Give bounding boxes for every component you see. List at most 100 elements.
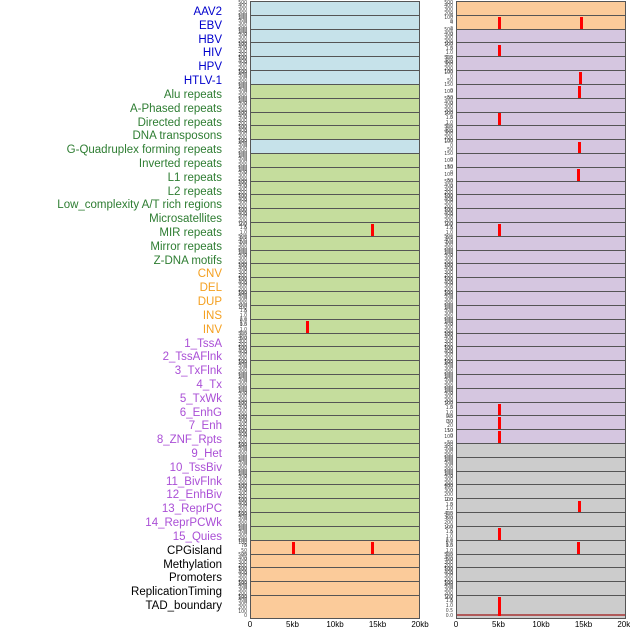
y-axis-tick-label: 0 — [450, 433, 453, 439]
track-label: 8_ZNF_Rpts — [156, 434, 222, 447]
y-axis-tick-label: 300 — [238, 298, 247, 304]
data-bar[interactable] — [578, 85, 582, 105]
y-axis-tick-label: 300 — [444, 201, 453, 207]
y-axis-tick-label: 300 — [238, 560, 247, 566]
y-axis-tick-label: 0 — [450, 461, 453, 467]
y-axis-tick-label: 1.0 — [445, 51, 453, 57]
y-axis-tick-label: 500 — [238, 331, 247, 338]
y-axis-tick-label: 100 — [238, 374, 247, 380]
y-axis-tick-label: 0 — [244, 74, 247, 80]
y-axis-tick-label: 500 — [238, 470, 247, 476]
y-axis-tick-label: 500 — [238, 483, 247, 490]
y-axis-tick-label: 25 — [241, 553, 247, 559]
y-axis-tick-label: 400 — [238, 73, 247, 79]
y-axis-tick-label: 0 — [450, 571, 453, 578]
data-bar[interactable] — [497, 224, 501, 244]
y-axis-tick-label: 20 — [447, 424, 453, 430]
data-bar[interactable] — [577, 541, 581, 561]
y-axis-tick-label: 100 — [238, 250, 247, 256]
y-axis-tick-label: 400 — [238, 17, 247, 24]
y-axis-tick-label: 500 — [238, 207, 247, 213]
data-bar[interactable] — [497, 597, 501, 616]
y-axis-tick-label: 100 — [444, 138, 453, 144]
track-plot-left[interactable] — [250, 595, 420, 619]
y-axis-tick-label: 0 — [450, 185, 453, 191]
y-axis-tick-label: 0 — [450, 254, 453, 260]
track-label: 4_Tx — [196, 378, 222, 391]
y-axis-tick-label: 100 — [238, 526, 247, 532]
data-bar[interactable] — [497, 403, 501, 423]
y-axis-tick-label: 200 — [238, 426, 247, 432]
data-bar[interactable] — [497, 417, 501, 437]
y-axis-tick-label: 200 — [238, 343, 247, 349]
data-bar[interactable] — [371, 224, 375, 244]
y-axis-tick-label: 400 — [238, 598, 247, 604]
y-axis-tick-label: 50 — [447, 164, 453, 171]
y-axis-tick-label: 300 — [238, 574, 247, 580]
y-axis-tick-label: 0 — [244, 129, 247, 136]
track-label: AAV2 — [193, 6, 222, 18]
y-axis-tick-label: 100 — [444, 43, 453, 49]
data-bar[interactable] — [498, 16, 502, 36]
y-axis-tick-label: 150 — [444, 166, 453, 172]
data-bar[interactable] — [497, 113, 501, 133]
y-axis-tick-label: 500 — [444, 207, 453, 213]
data-bar[interactable] — [578, 500, 582, 520]
y-axis-tick-label: 150 — [444, 152, 453, 158]
y-axis-tick-label: 100 — [444, 457, 453, 463]
y-axis-tick-label: 200 — [238, 122, 247, 128]
y-axis-tick-label: 400 — [238, 556, 247, 562]
track-plot-right[interactable] — [456, 595, 626, 619]
y-axis-tick-label: 100 — [444, 222, 453, 228]
y-axis-tick-label: 200 — [444, 301, 453, 308]
y-axis-tick-label: 0 — [450, 46, 453, 53]
track-label: 2_TssAFlnk — [162, 351, 222, 364]
y-axis-tick-label: 1.5 — [239, 322, 247, 329]
y-axis-tick-label: 500 — [444, 304, 453, 310]
y-axis-tick-label: 0.0 — [445, 129, 453, 136]
y-axis-tick-label: 0 — [450, 295, 453, 301]
data-bar[interactable] — [497, 431, 501, 451]
y-axis-tick-label: 75 — [241, 543, 247, 550]
y-axis-tick-label: 200 — [238, 481, 247, 487]
y-axis-tick-label: 100 — [444, 434, 453, 441]
data-bar[interactable] — [578, 72, 582, 92]
y-axis-tick-label: 200 — [238, 11, 247, 17]
data-bar[interactable] — [497, 528, 501, 547]
y-axis-tick-label: 300 — [238, 63, 247, 69]
y-axis-tick-label: 100 — [238, 402, 247, 408]
y-axis-tick-label: 400 — [238, 252, 247, 259]
y-axis-tick-label: 0 — [244, 447, 247, 453]
y-axis-tick-label: 500 — [238, 97, 247, 103]
y-axis-tick-label: 500 — [444, 235, 453, 241]
data-bar[interactable] — [371, 541, 375, 561]
y-axis-tick-label: 500 — [444, 456, 453, 462]
data-bar[interactable] — [497, 44, 501, 64]
y-axis-tick-label: 200 — [444, 564, 453, 570]
data-bar[interactable] — [577, 168, 581, 188]
y-axis-tick-label: 1.5 — [445, 530, 453, 536]
y-axis-tick-label: 0 — [244, 60, 247, 67]
y-axis-tick-label: 500 — [238, 193, 247, 199]
y-axis-tick-label: 100 — [238, 70, 247, 77]
data-bar[interactable] — [305, 320, 309, 340]
y-axis-tick-label: 200 — [444, 11, 453, 17]
y-axis-tick-label: 100 — [238, 56, 247, 63]
y-axis-tick-label: 100 — [238, 388, 247, 394]
y-axis-tick-label: 100 — [238, 360, 247, 367]
y-axis-tick-label: 300 — [238, 215, 247, 221]
data-bar[interactable] — [292, 541, 296, 561]
y-axis-tick-label: 200 — [238, 177, 247, 183]
y-axis-tick-label: 2 — [450, 26, 453, 33]
track-label: Z-DNA motifs — [153, 254, 222, 267]
data-bar[interactable] — [579, 16, 583, 36]
data-bar[interactable] — [578, 141, 582, 161]
y-axis-tick-label: 0 — [244, 350, 247, 357]
y-axis-tick-label: 0 — [450, 198, 453, 205]
y-axis-tick-label: 500 — [238, 83, 247, 89]
y-axis-tick-label: 0 — [244, 461, 247, 467]
y-axis-tick-label: 300 — [444, 353, 453, 359]
y-axis-tick-label: 500 — [238, 525, 247, 531]
y-axis-tick-label: 300 — [238, 477, 247, 483]
y-axis-tick-label: 100 — [444, 388, 453, 394]
